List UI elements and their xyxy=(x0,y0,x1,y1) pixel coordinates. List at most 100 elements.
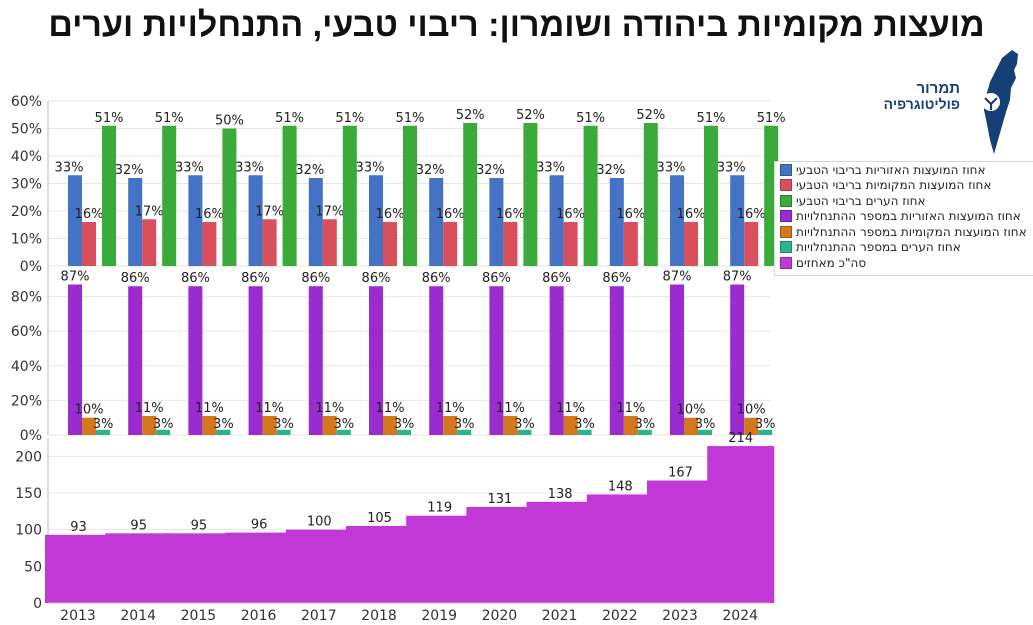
y-tick-label: 200 xyxy=(15,449,42,465)
bar xyxy=(322,219,337,266)
data-label: 86% xyxy=(602,271,631,286)
legend-item: אחוז הערים בריבוי הטבעי xyxy=(775,193,1033,209)
bar xyxy=(202,415,217,435)
data-label: 100 xyxy=(307,515,332,530)
x-tick-label: 2018 xyxy=(361,608,397,624)
bar xyxy=(406,515,474,603)
y-tick-label: 60% xyxy=(11,94,42,110)
data-label: 3% xyxy=(634,417,655,432)
data-label: 51% xyxy=(576,111,605,126)
bar xyxy=(684,222,698,266)
bar xyxy=(549,286,564,435)
logo-line2: פוליטוגרפיה xyxy=(883,96,960,112)
x-tick-label: 2024 xyxy=(722,608,758,624)
bar xyxy=(643,123,658,266)
data-label: 86% xyxy=(181,271,210,286)
bar xyxy=(102,125,116,266)
bar xyxy=(128,286,143,435)
data-label: 32% xyxy=(115,163,144,178)
data-label: 11% xyxy=(255,401,284,416)
data-label: 32% xyxy=(476,163,505,178)
data-label: 33% xyxy=(175,160,204,175)
data-label: 16% xyxy=(195,207,224,222)
bar xyxy=(609,286,624,435)
x-tick-label: 2013 xyxy=(60,608,96,624)
data-label: 95 xyxy=(191,518,208,533)
legend-item: סה"כ מאחזים xyxy=(775,255,1033,271)
y-tick-label: 0% xyxy=(20,259,42,275)
legend-label: אחוז המועצות האזוריות במספר ההתנחלויות xyxy=(796,209,1021,224)
legend-label: אחוז המועצות המקומיות במספר ההתנחלויות xyxy=(796,224,1027,239)
bar xyxy=(282,125,297,266)
data-label: 10% xyxy=(737,403,766,418)
legend-item: אחוז המועצות המקומיות בריבוי הטבעי xyxy=(775,178,1033,194)
bar xyxy=(248,286,263,435)
data-label: 16% xyxy=(436,207,465,222)
bar xyxy=(503,415,518,435)
x-tick-label: 2019 xyxy=(421,608,457,624)
data-label: 11% xyxy=(556,401,585,416)
bar xyxy=(466,506,534,603)
data-label: 3% xyxy=(394,417,415,432)
data-label: 148 xyxy=(608,479,633,494)
bar xyxy=(586,494,654,603)
data-label: 11% xyxy=(195,401,224,416)
data-label: 87% xyxy=(723,269,752,284)
bar xyxy=(322,415,337,435)
data-label: 16% xyxy=(616,207,645,222)
legend-swatch xyxy=(780,179,792,192)
bar xyxy=(142,415,157,435)
data-label: 52% xyxy=(456,108,485,123)
bar xyxy=(744,417,759,435)
bar xyxy=(730,284,745,435)
data-label: 86% xyxy=(482,271,511,286)
data-label: 32% xyxy=(596,163,625,178)
data-label: 33% xyxy=(55,160,84,175)
bar xyxy=(563,222,578,266)
bar xyxy=(489,286,504,435)
bar xyxy=(577,429,592,435)
bar xyxy=(188,175,203,266)
bar xyxy=(285,529,353,603)
y-tick-label: 0% xyxy=(20,428,42,444)
data-label: 50% xyxy=(215,114,244,129)
bar xyxy=(637,429,652,435)
bar xyxy=(429,286,444,435)
data-label: 17% xyxy=(135,204,164,219)
legend-swatch xyxy=(780,241,792,254)
y-tick-label: 80% xyxy=(11,290,42,306)
legend-swatch xyxy=(780,194,792,207)
data-label: 51% xyxy=(757,111,786,126)
logo-line1: תמרור xyxy=(916,80,960,97)
data-label: 52% xyxy=(516,108,545,123)
data-label: 33% xyxy=(657,160,686,175)
y-tick-label: 0 xyxy=(33,596,42,612)
bar xyxy=(549,175,564,266)
data-label: 3% xyxy=(93,417,114,432)
bar xyxy=(744,222,759,266)
data-label: 131 xyxy=(487,492,512,507)
y-tick-label: 50 xyxy=(24,559,42,575)
data-label: 52% xyxy=(636,108,665,123)
bar xyxy=(670,284,684,435)
bar xyxy=(276,429,291,435)
bar xyxy=(489,178,504,266)
bar xyxy=(563,415,578,435)
data-label: 96 xyxy=(251,518,268,533)
data-label: 93 xyxy=(70,520,87,535)
legend-label: אחוז המועצות האזוריות בריבוי הטבעי xyxy=(796,162,986,177)
legend-item: אחוז הערים במספר ההתנחלויות xyxy=(775,240,1033,256)
data-label: 16% xyxy=(75,207,104,222)
data-label: 16% xyxy=(496,207,525,222)
x-tick-label: 2020 xyxy=(482,608,518,624)
legend-swatch xyxy=(780,256,792,269)
data-label: 3% xyxy=(213,417,234,432)
x-tick-label: 2017 xyxy=(301,608,337,624)
bar xyxy=(82,417,96,435)
bar xyxy=(222,128,237,266)
bar xyxy=(82,222,96,266)
data-label: 10% xyxy=(677,403,706,418)
x-tick-label: 2023 xyxy=(662,608,698,624)
bar xyxy=(128,178,143,266)
data-label: 3% xyxy=(333,417,354,432)
